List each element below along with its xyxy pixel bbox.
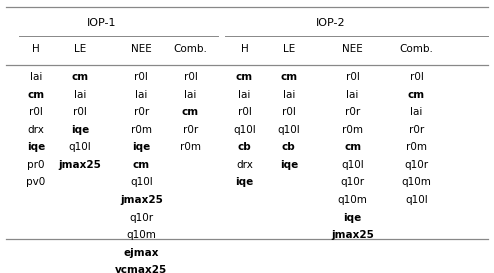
Text: lai: lai xyxy=(135,90,148,100)
Text: jmax25: jmax25 xyxy=(120,195,163,205)
Text: vcmax25: vcmax25 xyxy=(115,265,167,273)
Text: iqe: iqe xyxy=(236,177,253,188)
Text: q10m: q10m xyxy=(126,230,156,240)
Text: r0l: r0l xyxy=(346,72,360,82)
Text: q10l: q10l xyxy=(233,125,256,135)
Text: iqe: iqe xyxy=(27,142,45,152)
Text: cm: cm xyxy=(408,90,425,100)
Text: H: H xyxy=(241,44,248,55)
Text: iqe: iqe xyxy=(343,212,362,222)
Text: r0r: r0r xyxy=(134,107,149,117)
Text: r0r: r0r xyxy=(345,107,360,117)
Text: LE: LE xyxy=(283,44,295,55)
Text: pr0: pr0 xyxy=(27,160,44,170)
Text: iqe: iqe xyxy=(132,142,151,152)
Text: q10m: q10m xyxy=(338,195,368,205)
Text: cm: cm xyxy=(344,142,361,152)
Text: cm: cm xyxy=(72,72,88,82)
Text: r0r: r0r xyxy=(183,125,198,135)
Text: iqe: iqe xyxy=(71,125,89,135)
Text: cm: cm xyxy=(182,107,199,117)
Text: ejmax: ejmax xyxy=(124,248,159,258)
Text: lai: lai xyxy=(346,90,359,100)
Text: lai: lai xyxy=(411,107,423,117)
Text: r0r: r0r xyxy=(409,125,424,135)
Text: q10l: q10l xyxy=(405,195,428,205)
Text: q10r: q10r xyxy=(340,177,365,188)
Text: NEE: NEE xyxy=(342,44,363,55)
Text: r0m: r0m xyxy=(342,125,363,135)
Text: q10m: q10m xyxy=(402,177,431,188)
Text: r0l: r0l xyxy=(134,72,148,82)
Text: NEE: NEE xyxy=(131,44,152,55)
Text: H: H xyxy=(32,44,40,55)
Text: q10l: q10l xyxy=(341,160,364,170)
Text: lai: lai xyxy=(184,90,197,100)
Text: q10r: q10r xyxy=(405,160,428,170)
Text: cm: cm xyxy=(27,90,44,100)
Text: cm: cm xyxy=(236,72,253,82)
Text: lai: lai xyxy=(30,72,42,82)
Text: r0m: r0m xyxy=(180,142,201,152)
Text: drx: drx xyxy=(27,125,44,135)
Text: r0l: r0l xyxy=(184,72,198,82)
Text: r0l: r0l xyxy=(73,107,87,117)
Text: iqe: iqe xyxy=(280,160,298,170)
Text: r0l: r0l xyxy=(282,107,296,117)
Text: r0l: r0l xyxy=(29,107,42,117)
Text: lai: lai xyxy=(283,90,295,100)
Text: lai: lai xyxy=(74,90,86,100)
Text: IOP-2: IOP-2 xyxy=(316,18,345,28)
Text: cb: cb xyxy=(238,142,251,152)
Text: q10l: q10l xyxy=(130,177,153,188)
Text: Comb.: Comb. xyxy=(400,44,433,55)
Text: Comb.: Comb. xyxy=(173,44,207,55)
Text: LE: LE xyxy=(74,44,86,55)
Text: cm: cm xyxy=(280,72,297,82)
Text: IOP-1: IOP-1 xyxy=(87,18,117,28)
Text: r0l: r0l xyxy=(238,107,251,117)
Text: jmax25: jmax25 xyxy=(59,160,101,170)
Text: q10l: q10l xyxy=(69,142,91,152)
Text: q10r: q10r xyxy=(129,212,154,222)
Text: r0m: r0m xyxy=(131,125,152,135)
Text: lai: lai xyxy=(239,90,251,100)
Text: r0m: r0m xyxy=(406,142,427,152)
Text: cb: cb xyxy=(282,142,295,152)
Text: q10l: q10l xyxy=(277,125,300,135)
Text: drx: drx xyxy=(236,160,253,170)
Text: r0l: r0l xyxy=(410,72,423,82)
Text: pv0: pv0 xyxy=(26,177,45,188)
Text: cm: cm xyxy=(133,160,150,170)
Text: jmax25: jmax25 xyxy=(331,230,374,240)
